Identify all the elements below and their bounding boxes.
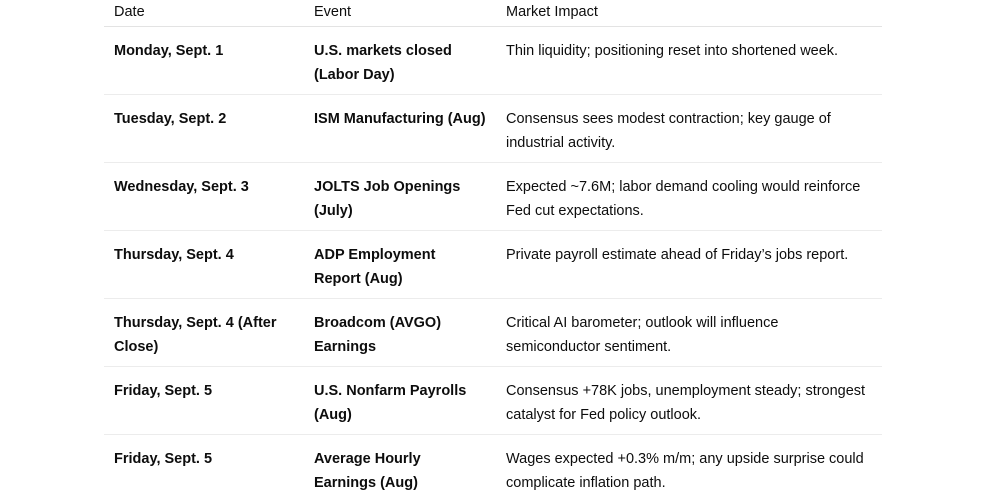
table-row: Tuesday, Sept. 2 ISM Manufacturing (Aug)… <box>104 95 882 163</box>
economic-calendar-table: Date Event Market Impact Monday, Sept. 1… <box>104 0 882 503</box>
event-cell: JOLTS Job Openings (July) <box>314 179 461 219</box>
impact-cell: Private payroll estimate ahead of Friday… <box>506 247 849 263</box>
event-cell: Broadcom (AVGO) Earnings <box>314 315 442 355</box>
date-cell: Tuesday, Sept. 2 <box>114 111 227 127</box>
event-cell: U.S. markets closed (Labor Day) <box>314 43 452 83</box>
impact-cell: Expected ~7.6M; labor demand cooling wou… <box>506 179 861 219</box>
table-row: Thursday, Sept. 4 (After Close) Broadcom… <box>104 299 882 367</box>
table-row: Monday, Sept. 1 U.S. markets closed (Lab… <box>104 27 882 95</box>
date-cell: Thursday, Sept. 4 (After Close) <box>114 315 277 355</box>
table-row: Wednesday, Sept. 3 JOLTS Job Openings (J… <box>104 163 882 231</box>
table-row: Thursday, Sept. 4 ADP Employment Report … <box>104 231 882 299</box>
date-cell: Friday, Sept. 5 <box>114 451 213 467</box>
impact-cell: Wages expected +0.3% m/m; any upside sur… <box>506 451 864 491</box>
impact-cell: Critical AI barometer; outlook will infl… <box>506 315 779 355</box>
event-cell: ISM Manufacturing (Aug) <box>314 111 486 127</box>
date-cell: Thursday, Sept. 4 <box>114 247 234 263</box>
date-cell: Monday, Sept. 1 <box>114 43 224 59</box>
header-date: Date <box>114 4 145 20</box>
event-cell: Average Hourly Earnings (Aug) <box>314 451 421 491</box>
event-cell: ADP Employment Report (Aug) <box>314 247 436 287</box>
impact-cell: Thin liquidity; positioning reset into s… <box>506 43 839 59</box>
event-cell: U.S. Nonfarm Payrolls (Aug) <box>314 383 467 423</box>
impact-cell: Consensus +78K jobs, unemployment steady… <box>506 383 866 423</box>
impact-cell: Consensus sees modest contraction; key g… <box>506 111 831 151</box>
date-cell: Friday, Sept. 5 <box>114 383 213 399</box>
table-header-row: Date Event Market Impact <box>104 0 882 27</box>
date-cell: Wednesday, Sept. 3 <box>114 179 249 195</box>
table-row: Friday, Sept. 5 U.S. Nonfarm Payrolls (A… <box>104 367 882 435</box>
header-market-impact: Market Impact <box>506 4 598 20</box>
table-row: Friday, Sept. 5 Average Hourly Earnings … <box>104 435 882 503</box>
header-event: Event <box>314 4 352 20</box>
